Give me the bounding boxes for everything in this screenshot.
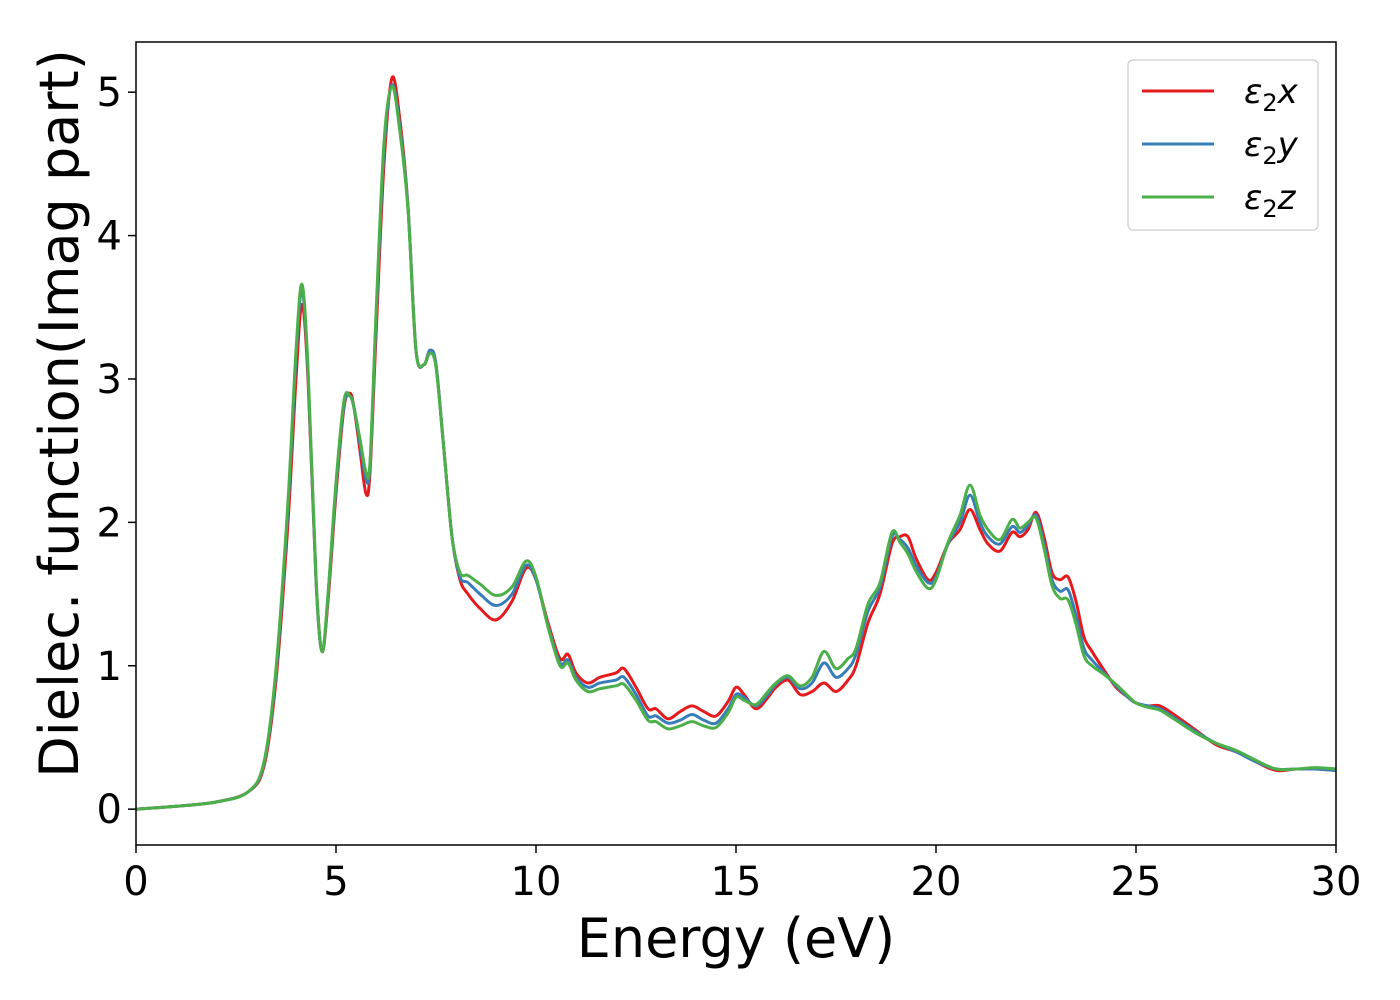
y-tick-label: 1	[97, 644, 122, 690]
legend-label-x: ε2x	[1244, 72, 1299, 117]
x-axis-label: Energy (eV)	[577, 907, 896, 970]
y-tick-label: 4	[97, 214, 122, 260]
y-axis-ticks: 0 1 2 3 4 5	[97, 70, 136, 833]
x-tick-label: 15	[711, 859, 762, 905]
x-tick-label: 10	[511, 859, 562, 905]
y-axis-label: Dielec. function(Imag part)	[28, 49, 91, 778]
series-lines	[135, 75, 1337, 811]
x-tick-label: 25	[1111, 859, 1162, 905]
legend-label-y: ε2y	[1244, 125, 1299, 170]
x-axis-ticks: 0 5 10 15 20 25 30	[123, 845, 1361, 905]
y-tick-label: 3	[97, 357, 122, 403]
y-tick-label: 0	[97, 787, 122, 833]
y-tick-label: 5	[97, 70, 122, 116]
series-line-z	[135, 84, 1337, 811]
x-tick-label: 0	[123, 859, 148, 905]
y-tick-label: 2	[97, 500, 122, 546]
legend-label-z: ε2z	[1244, 178, 1297, 223]
x-tick-label: 5	[323, 859, 348, 905]
legend: ε2x ε2y ε2z	[1127, 59, 1319, 231]
x-tick-label: 20	[911, 859, 962, 905]
x-tick-label: 30	[1311, 859, 1362, 905]
legend-box	[1127, 59, 1319, 231]
